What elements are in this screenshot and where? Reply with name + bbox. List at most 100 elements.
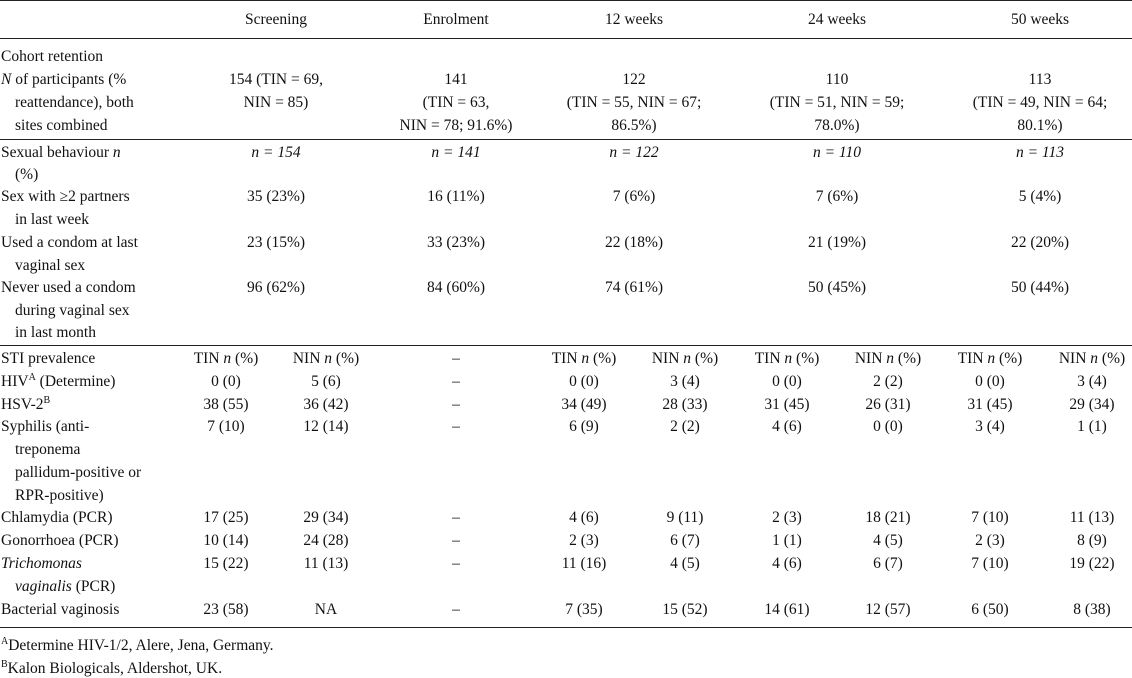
- retention-cell: (TIN = 55, NIN = 67;: [566, 94, 702, 111]
- sti-cell: 11 (13): [303, 555, 349, 572]
- section-title-sti: STI prevalence: [1, 350, 96, 367]
- behaviour-cell: 16 (11%): [427, 188, 485, 205]
- sti-cell: 18 (21): [865, 509, 911, 526]
- dash-cell: –: [452, 532, 460, 549]
- retention-cell: (TIN = 49, NIN = 64;: [972, 94, 1108, 111]
- bottom-rule: [0, 627, 1132, 628]
- sti-cell: 31 (45): [764, 396, 810, 413]
- retention-cell: 154 (TIN = 69,: [229, 71, 323, 88]
- dash-cell: –: [452, 555, 460, 572]
- sti-cell: 3 (4): [975, 418, 1005, 435]
- header-rule-tick: [163, 38, 177, 39]
- sti-cell: 2 (2): [873, 373, 903, 390]
- retention-cell: NIN = 85): [243, 94, 309, 111]
- row-label: N of participants (%: [1, 71, 127, 88]
- section-rule: [0, 345, 1132, 346]
- header-rule-tick: [926, 38, 940, 39]
- row-label: treponema: [15, 441, 81, 458]
- sti-cell: 15 (22): [203, 555, 249, 572]
- sti-cell: NA: [314, 601, 338, 618]
- section-title-behaviour: Sexual behaviour n: [1, 144, 121, 161]
- dash-cell: –: [452, 350, 460, 367]
- sti-cell: 11 (13): [1069, 509, 1115, 526]
- header-rule: [0, 38, 1132, 39]
- sti-cell: 7 (10): [971, 555, 1009, 572]
- tin-header: TIN n (%): [193, 350, 259, 367]
- behaviour-cell: 7 (6%): [612, 188, 656, 205]
- behaviour-n: n = 122: [609, 144, 659, 161]
- row-label: Syphilis (anti-: [1, 418, 90, 435]
- sti-cell: 36 (42): [303, 396, 349, 413]
- tin-header: TIN n (%): [754, 350, 820, 367]
- retention-cell: 80.1%): [1017, 117, 1063, 134]
- row-label: Gonorrhoea (PCR): [1, 532, 119, 549]
- retention-cell: (TIN = 63,: [422, 94, 490, 111]
- retention-cell: NIN = 78; 91.6%): [399, 117, 513, 134]
- sti-cell: 12 (14): [303, 418, 349, 435]
- sti-cell: 26 (31): [865, 396, 911, 413]
- sti-cell: 0 (0): [873, 418, 903, 435]
- behaviour-cell: 7 (6%): [815, 188, 859, 205]
- row-label: Chlamydia (PCR): [1, 509, 113, 526]
- behaviour-cell: 84 (60%): [426, 279, 486, 296]
- behaviour-cell: 50 (45%): [807, 279, 867, 296]
- row-label: pallidum-positive or: [15, 464, 142, 481]
- nin-header: NIN n (%): [292, 350, 360, 367]
- dash-cell: –: [452, 601, 460, 618]
- sti-cell: 0 (0): [772, 373, 802, 390]
- sti-cell: 8 (9): [1077, 532, 1107, 549]
- sti-cell: 7 (10): [207, 418, 245, 435]
- sti-cell: 19 (22): [1069, 555, 1115, 572]
- sti-cell: 1 (1): [772, 532, 802, 549]
- row-label: in last month: [15, 324, 96, 341]
- row-label: Sex with ≥2 partners: [1, 188, 130, 205]
- row-label: HSV-2B: [1, 395, 51, 414]
- sti-cell: 4 (6): [569, 509, 599, 526]
- col-header-50-weeks: 50 weeks: [1010, 11, 1070, 28]
- sti-cell: 2 (3): [772, 509, 802, 526]
- sti-cell: 9 (11): [666, 509, 704, 526]
- sti-cell: 15 (52): [662, 601, 708, 618]
- dash-cell: –: [452, 509, 460, 526]
- sti-cell: 6 (9): [569, 418, 599, 435]
- sti-cell: 8 (38): [1073, 601, 1111, 618]
- behaviour-n: n = 113: [1015, 144, 1065, 161]
- sti-cell: 2 (3): [975, 532, 1005, 549]
- sti-cell: 7 (35): [565, 601, 603, 618]
- behaviour-cell: 22 (20%): [1010, 234, 1070, 251]
- sti-cell: 14 (61): [764, 601, 810, 618]
- section-rule: [0, 139, 1132, 140]
- sti-cell: 6 (7): [873, 555, 903, 572]
- dash-cell: –: [452, 418, 460, 435]
- behaviour-cell: 21 (19%): [807, 234, 867, 251]
- row-label: Used a condom at last: [1, 234, 138, 251]
- retention-cell: 110: [825, 71, 849, 88]
- sti-cell: 4 (5): [873, 532, 903, 549]
- behaviour-cell: 50 (44%): [1010, 279, 1070, 296]
- sti-cell: 0 (0): [211, 373, 241, 390]
- sti-cell: 3 (4): [670, 373, 700, 390]
- sti-cell: 0 (0): [975, 373, 1005, 390]
- sti-cell: 5 (6): [311, 373, 341, 390]
- row-label: Bacterial vaginosis: [1, 601, 120, 618]
- retention-cell: (TIN = 51, NIN = 59;: [769, 94, 905, 111]
- row-label: RPR-positive): [15, 487, 104, 504]
- row-label: during vaginal sex: [15, 302, 130, 319]
- col-header-12-weeks: 12 weeks: [604, 11, 664, 28]
- sti-cell: 17 (25): [203, 509, 249, 526]
- sti-cell: 3 (4): [1077, 373, 1107, 390]
- retention-cell: 113: [1028, 71, 1052, 88]
- sti-cell: 29 (34): [1069, 396, 1115, 413]
- sti-cell: 24 (28): [303, 532, 349, 549]
- row-label: Trichomonas: [1, 555, 82, 572]
- sti-cell: 23 (58): [203, 601, 249, 618]
- top-rule: [0, 0, 1132, 1]
- row-label: HIVA (Determine): [1, 372, 116, 391]
- sti-cell: 11 (16): [561, 555, 607, 572]
- behaviour-n: n = 154: [251, 144, 301, 161]
- nin-header: NIN n (%): [1058, 350, 1126, 367]
- dash-cell: –: [452, 373, 460, 390]
- sti-cell: 2 (2): [670, 418, 700, 435]
- sti-cell: 4 (5): [670, 555, 700, 572]
- row-label: (%): [15, 166, 39, 183]
